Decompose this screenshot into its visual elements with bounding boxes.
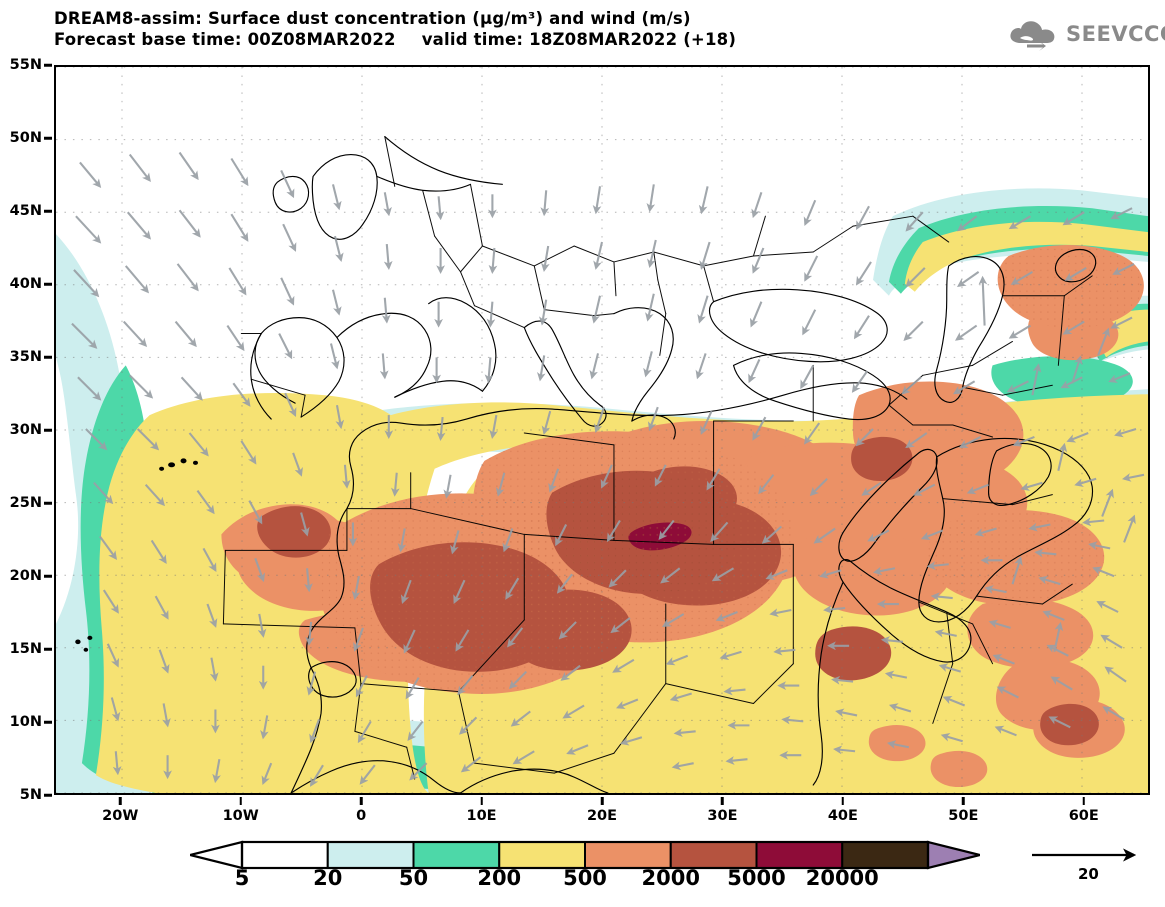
x-tick-label: 60E (1068, 808, 1099, 824)
x-tick-mark (239, 797, 242, 805)
coastlines-and-borders (75, 136, 1097, 793)
chart-title-block: DREAM8-assim: Surface dust concentration… (54, 8, 954, 50)
colorbar-band (755, 841, 844, 869)
colorbar-over-arrow (926, 840, 980, 870)
x-tick-label: 10W (222, 808, 259, 824)
colorbar-tick-label: 20000 (805, 866, 879, 890)
y-tick-label: 50N (9, 130, 42, 146)
colorbar-tick-label: 50 (398, 866, 429, 890)
wind-vector-field (71, 151, 1145, 787)
y-tick-label: 30N (9, 422, 42, 438)
y-tick-mark (44, 209, 52, 213)
x-tick-label: 50E (948, 808, 979, 824)
wind-reference-value: 20 (1078, 865, 1099, 883)
y-tick-label: 10N (9, 714, 42, 730)
colorbar-band (669, 841, 758, 869)
y-tick-label: 5N (19, 787, 42, 803)
colorbar-band (326, 841, 415, 869)
y-tick-mark (44, 282, 52, 286)
forecast-valid-time: valid time: 18Z08MAR2022 (+18) (421, 30, 737, 49)
colorbar-tick-label: 20 (313, 866, 343, 890)
colorbar-band (241, 841, 329, 869)
title-line-2: Forecast base time: 00Z08MAR2022 valid ti… (54, 29, 954, 50)
colorbar-band (498, 841, 586, 869)
title-line-1: DREAM8-assim: Surface dust concentration… (54, 8, 954, 29)
x-tick-mark (600, 797, 604, 805)
colorbar-swatches (190, 840, 980, 870)
dust-concentration-map (56, 67, 1148, 793)
x-tick-label: 10E (466, 808, 497, 824)
colorbar-under-arrow (190, 840, 244, 870)
colorbar-tick-label: 2000 (641, 866, 700, 890)
map-plot-area[interactable] (54, 65, 1150, 795)
x-tick-label: 20W (102, 808, 139, 824)
x-tick-mark (841, 797, 845, 805)
x-tick-mark (721, 797, 724, 805)
y-tick-mark (44, 647, 52, 651)
y-tick-label: 15N (9, 641, 42, 657)
y-tick-mark (44, 136, 52, 140)
x-tick-label: 30E (707, 808, 738, 824)
y-tick-mark (44, 720, 52, 724)
y-tick-label: 40N (9, 276, 42, 292)
title-units: μg/m³ (480, 9, 536, 28)
title-suffix: ) and wind (m/s) (535, 9, 691, 28)
x-tick-mark (359, 797, 363, 805)
cloud-wind-icon (1010, 21, 1055, 51)
x-tick-label: 0 (356, 808, 367, 824)
colorbar-tick-labels: 5 20 50 200 500 2000 5000 20000 (190, 866, 980, 898)
seevccc-logo: SEEVCCC (1007, 14, 1165, 54)
y-tick-label: 20N (9, 568, 42, 584)
wind-scale-reference: 20 (1022, 845, 1152, 895)
y-tick-mark (44, 428, 52, 432)
colorbar-band (412, 841, 501, 869)
x-tick-label: 20E (586, 808, 618, 824)
forecast-base-time: Forecast base time: 00Z08MAR2022 (54, 30, 396, 49)
x-tick-mark (118, 797, 122, 805)
colorbar[interactable]: 5 20 50 200 500 2000 5000 20000 (190, 840, 980, 902)
colorbar-tick-label: 200 (477, 866, 522, 890)
logo-text: SEEVCCC (1066, 21, 1165, 46)
x-tick-label: 40E (827, 808, 858, 824)
colorbar-tick-label: 500 (563, 866, 607, 890)
y-tick-mark (44, 574, 52, 578)
y-axis-labels: 5N 10N 15N 20N 25N 30N 35N 40N 45N 50N 55N (0, 57, 52, 803)
colorbar-band (841, 841, 929, 869)
x-axis-labels: 20W 10W 0 10E 20E 30E 40E 50E 60E (54, 797, 1150, 831)
wind-reference-arrow-icon (1032, 848, 1137, 862)
y-tick-mark (44, 793, 52, 797)
colorbar-band (584, 841, 672, 869)
y-tick-label: 35N (9, 349, 42, 365)
colorbar-tick-label: 5 (234, 866, 250, 890)
y-tick-mark (44, 501, 52, 505)
y-tick-label: 55N (9, 57, 42, 73)
y-tick-mark (44, 63, 52, 67)
y-tick-mark (44, 355, 52, 359)
colorbar-tick-label: 5000 (727, 866, 786, 890)
x-tick-mark (480, 797, 483, 805)
y-tick-label: 45N (9, 203, 42, 219)
y-tick-label: 25N (9, 495, 42, 511)
x-tick-mark (1082, 797, 1085, 805)
x-tick-mark (962, 797, 965, 805)
title-variable: DREAM8-assim: Surface dust concentration… (54, 9, 481, 28)
